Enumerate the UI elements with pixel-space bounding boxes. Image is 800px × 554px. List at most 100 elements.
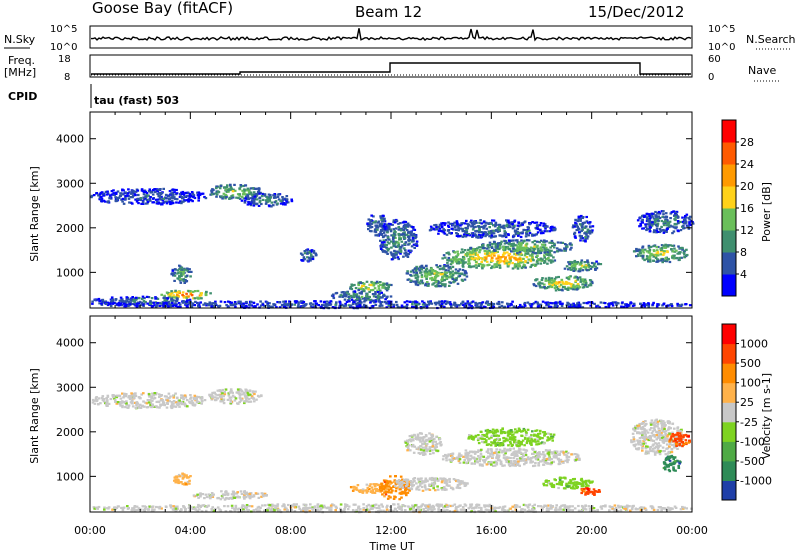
heatmap-cell <box>311 255 315 258</box>
heatmap-cell <box>335 301 338 304</box>
heatmap-cell <box>269 194 272 197</box>
heatmap-cell <box>581 269 584 272</box>
heatmap-cell <box>258 187 261 190</box>
heatmap-cell <box>663 224 666 227</box>
heatmap-cell <box>379 244 383 248</box>
heatmap-cell <box>522 247 526 250</box>
heatmap-cell <box>512 305 516 308</box>
heatmap-cell <box>691 221 694 224</box>
heatmap-cell <box>181 291 185 294</box>
heatmap-cell <box>185 474 188 477</box>
heatmap-cell <box>155 400 159 403</box>
heatmap-cell <box>225 196 228 199</box>
heatmap-cell <box>671 507 674 510</box>
heatmap-cell <box>575 288 579 291</box>
heatmap-cell <box>200 292 203 295</box>
heatmap-cell <box>507 243 511 246</box>
heatmap-cell <box>342 291 345 294</box>
heatmap-cell <box>646 256 649 259</box>
heatmap-cell <box>383 229 386 232</box>
heatmap-cell <box>110 298 114 301</box>
heatmap-cell <box>273 201 277 204</box>
heatmap-cell <box>418 269 421 272</box>
heatmap-cell <box>182 273 185 276</box>
heatmap-cell <box>507 248 511 251</box>
heatmap-cell <box>667 222 670 226</box>
heatmap-cell <box>431 283 434 286</box>
heatmap-cell <box>180 196 184 199</box>
heatmap-cell <box>154 301 158 304</box>
heatmap-cell <box>295 503 298 506</box>
heatmap-cell <box>545 286 549 290</box>
heatmap-cell <box>377 287 381 290</box>
heatmap-cell <box>671 250 675 253</box>
heatmap-cell <box>199 495 202 498</box>
heatmap-cell <box>548 241 551 244</box>
heatmap-cell <box>664 246 667 249</box>
heatmap-cell <box>116 394 119 397</box>
heatmap-cell <box>151 197 155 200</box>
heatmap-cell <box>487 246 490 249</box>
heatmap-cell <box>497 254 500 257</box>
heatmap-cell <box>413 267 417 270</box>
heatmap-cell <box>285 195 289 198</box>
heatmap-cell <box>197 305 200 308</box>
heatmap-cell <box>375 226 378 229</box>
heatmap-cell <box>131 302 134 305</box>
heatmap-cell <box>491 219 494 222</box>
heatmap-cell <box>185 292 188 295</box>
heatmap-cell <box>323 506 327 509</box>
heatmap-cell <box>232 494 236 497</box>
heatmap-cell <box>311 506 314 509</box>
heatmap-cell <box>551 260 555 263</box>
heatmap-cell <box>446 264 450 267</box>
heatmap-cell <box>565 245 568 248</box>
heatmap-cell <box>189 397 192 400</box>
heatmap-cell <box>143 190 146 193</box>
heatmap-cell <box>350 296 354 299</box>
heatmap-cell <box>590 231 594 234</box>
heatmap-cell <box>454 258 457 261</box>
heatmap-cell <box>660 250 663 253</box>
heatmap-cell <box>171 296 175 299</box>
heatmap-cell <box>550 239 554 243</box>
heatmap-cell <box>490 256 494 260</box>
heatmap-cell <box>662 221 666 224</box>
heatmap-cell <box>158 406 161 409</box>
heatmap-cell <box>598 306 601 309</box>
heatmap-cell <box>97 505 101 509</box>
heatmap-cell <box>489 251 493 254</box>
heatmap-cell <box>501 235 504 238</box>
heatmap-cell <box>114 198 118 201</box>
heatmap-cell <box>442 254 446 257</box>
heatmap-cell <box>406 270 409 273</box>
heatmap-cell <box>229 304 233 307</box>
heatmap-cell <box>372 284 376 287</box>
heatmap-cell <box>518 251 522 254</box>
heatmap-cell <box>554 289 558 292</box>
heatmap-cell <box>162 296 166 299</box>
heatmap-cell <box>181 482 185 486</box>
heatmap-cell <box>438 264 442 268</box>
heatmap-cell <box>385 239 388 242</box>
heatmap-cell <box>377 291 380 294</box>
heatmap-cell <box>521 261 524 264</box>
heatmap-cell <box>461 301 464 304</box>
heatmap-cell <box>643 305 646 308</box>
heatmap-cell <box>404 249 407 252</box>
heatmap-cell <box>137 193 140 197</box>
heatmap-cell <box>233 492 237 495</box>
heatmap-cell <box>481 231 485 234</box>
heatmap-cell <box>176 293 179 297</box>
heatmap-cell <box>123 301 127 304</box>
heatmap-cell <box>313 305 316 308</box>
heatmap-cell <box>385 223 389 226</box>
heatmap-cell <box>112 395 115 399</box>
heatmap-cell <box>385 246 388 249</box>
heatmap-cell <box>190 270 193 273</box>
heatmap-cell <box>584 266 588 269</box>
heatmap-cell <box>643 214 646 217</box>
heatmap-cell <box>552 256 555 259</box>
heatmap-cell <box>476 247 479 250</box>
heatmap-cell <box>290 303 294 306</box>
